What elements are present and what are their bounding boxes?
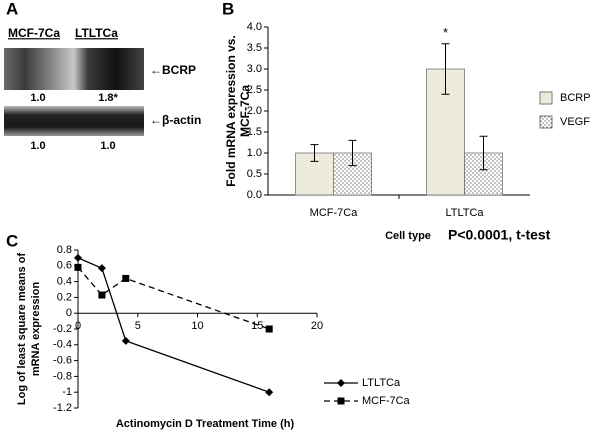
legend-marker (337, 379, 345, 387)
y-tick-label: -1 (62, 386, 72, 398)
x-axis-title: Actinomycin D Treatment Time (h) (116, 418, 295, 430)
y-tick-label: 0.6 (57, 260, 72, 272)
point (265, 325, 273, 333)
y-tick-label: 3.0 (247, 63, 262, 75)
lane-label: LTLTCa (75, 26, 118, 40)
y-tick-label: -1.2 (53, 402, 72, 414)
band-value: 1.0 (30, 92, 45, 104)
y-tick-label: 1.0 (247, 147, 262, 159)
lane-label: MCF-7Ca (8, 26, 60, 40)
x-tick-label: 15 (251, 320, 263, 332)
y-tick-label: 3.5 (247, 42, 262, 54)
x-tick-label: MCF-7Ca (310, 207, 359, 219)
y-tick-label: -0.8 (53, 370, 72, 382)
panel-label: B (222, 0, 234, 18)
error-bar (348, 139, 357, 167)
y-tick-label: -0.2 (53, 323, 72, 335)
blot-band (4, 106, 144, 136)
significance: * (443, 25, 448, 40)
x-tick-label: 0 (75, 320, 81, 332)
y-tick-label: 0.8 (57, 244, 72, 256)
point (265, 388, 274, 397)
bar (295, 152, 334, 196)
legend-swatch (539, 91, 553, 105)
legend-label: BCRP (560, 92, 591, 104)
y-axis-title: mRNA expression (30, 282, 42, 377)
x-tick-label: LTLTCa (445, 207, 484, 219)
x-axis-title: Cell type (385, 230, 431, 242)
point (74, 263, 82, 271)
legend-label: LTLTCa (362, 377, 401, 389)
blot-band (4, 48, 144, 90)
y-tick-label: 0.4 (57, 276, 72, 288)
point (97, 264, 106, 273)
legend-marker (337, 397, 345, 405)
y-axis-title: MCF-7Ca (238, 85, 252, 137)
y-tick-label: 0.0 (247, 189, 262, 201)
panel-label: A (6, 0, 18, 18)
error-bar (310, 144, 319, 162)
error-bar (441, 43, 450, 95)
point (74, 253, 82, 262)
error-bar (479, 135, 488, 171)
legend-label: MCF-7Ca (362, 395, 411, 407)
series-line (77, 257, 270, 393)
band-label: ←β-actin (150, 113, 201, 127)
panel-a: A MCF-7Ca LTLTCa ←BCRP 1.0 1.8* ←β-actin… (4, 0, 201, 152)
x-tick-label: 20 (311, 320, 323, 332)
y-tick-label: 4.0 (247, 21, 262, 33)
y-tick-label: -0.6 (53, 355, 72, 367)
legend-swatch (539, 115, 553, 129)
legend-label: VEGF (560, 116, 590, 128)
y-tick-label: 2.5 (247, 84, 262, 96)
y-tick-label: 2.0 (247, 105, 262, 117)
point (121, 336, 130, 345)
y-axis-title: Log of least square means of (16, 253, 28, 406)
point (122, 274, 130, 282)
panel-label: C (6, 231, 18, 250)
series-line (77, 266, 270, 330)
y-axis-title: Fold mRNA expression vs. (224, 35, 238, 187)
y-tick-label: 0.2 (57, 291, 72, 303)
band-value: 1.0 (100, 140, 115, 152)
y-tick-label: 0.5 (247, 168, 262, 180)
x-tick-label: 10 (191, 320, 203, 332)
note: P<0.0001, t-test (448, 227, 551, 243)
band-value: 1.0 (30, 140, 45, 152)
band-label: ←BCRP (150, 63, 196, 77)
x-tick-label: 5 (135, 320, 141, 332)
y-tick-label: 0 (66, 307, 72, 319)
band-value: 1.8* (98, 92, 118, 104)
point (98, 291, 106, 299)
y-tick-label: -0.4 (53, 339, 72, 351)
y-tick-label: 1.5 (247, 126, 262, 138)
